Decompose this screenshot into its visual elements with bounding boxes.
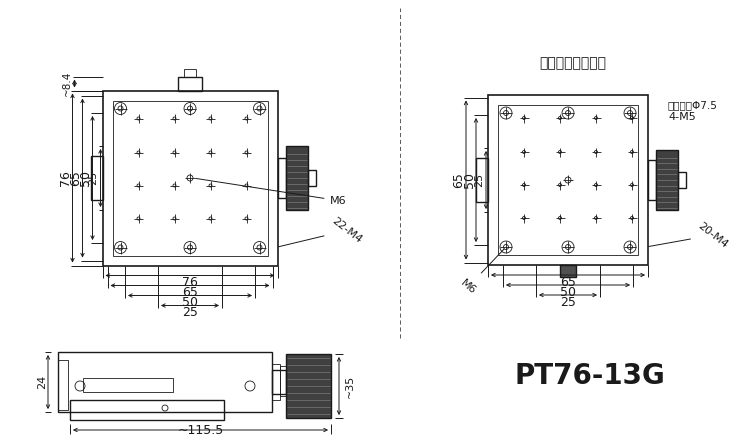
- Text: 底面安装孔示意图: 底面安装孔示意图: [539, 56, 607, 70]
- Bar: [286, 146, 308, 210]
- Text: ~115.5: ~115.5: [177, 423, 224, 436]
- Bar: [112, 100, 268, 255]
- Bar: [488, 95, 648, 265]
- Text: 50: 50: [463, 172, 476, 188]
- Bar: [272, 370, 286, 394]
- Text: M6: M6: [458, 249, 504, 296]
- Bar: [58, 360, 68, 410]
- Text: 50: 50: [560, 285, 576, 298]
- Bar: [560, 265, 576, 277]
- Text: 4-M5: 4-M5: [668, 112, 696, 122]
- Text: 65: 65: [560, 276, 576, 289]
- Text: 50: 50: [182, 296, 198, 309]
- Bar: [70, 400, 224, 420]
- Text: ~8.4: ~8.4: [62, 71, 71, 96]
- Bar: [476, 158, 488, 202]
- Text: 25: 25: [560, 296, 576, 309]
- Text: 65: 65: [452, 172, 466, 188]
- Text: 反面沉孔Φ7.5: 反面沉孔Φ7.5: [668, 100, 718, 110]
- Bar: [178, 77, 202, 90]
- Bar: [656, 150, 678, 210]
- Text: ~35: ~35: [345, 375, 355, 398]
- Text: 22-M4: 22-M4: [278, 216, 363, 247]
- Text: PT76-13G: PT76-13G: [514, 362, 665, 390]
- Bar: [308, 170, 316, 186]
- Bar: [184, 69, 196, 77]
- Bar: [103, 90, 278, 266]
- Bar: [498, 105, 638, 255]
- Bar: [678, 172, 686, 188]
- Text: 76: 76: [59, 170, 72, 186]
- Bar: [278, 158, 286, 198]
- Bar: [91, 156, 103, 200]
- Bar: [58, 352, 272, 412]
- Bar: [272, 364, 280, 400]
- Text: 25: 25: [474, 173, 484, 187]
- Text: 76: 76: [182, 276, 198, 289]
- Bar: [83, 378, 173, 392]
- Text: 50: 50: [79, 170, 92, 186]
- Bar: [280, 366, 286, 396]
- Text: 25: 25: [182, 306, 198, 319]
- Text: M6: M6: [196, 178, 346, 206]
- Text: 25: 25: [88, 171, 98, 185]
- Bar: [286, 354, 331, 418]
- Text: 20-M4: 20-M4: [649, 220, 730, 250]
- Text: 65: 65: [69, 170, 82, 186]
- Bar: [648, 160, 656, 200]
- Text: 24: 24: [37, 375, 47, 389]
- Text: 65: 65: [182, 286, 198, 299]
